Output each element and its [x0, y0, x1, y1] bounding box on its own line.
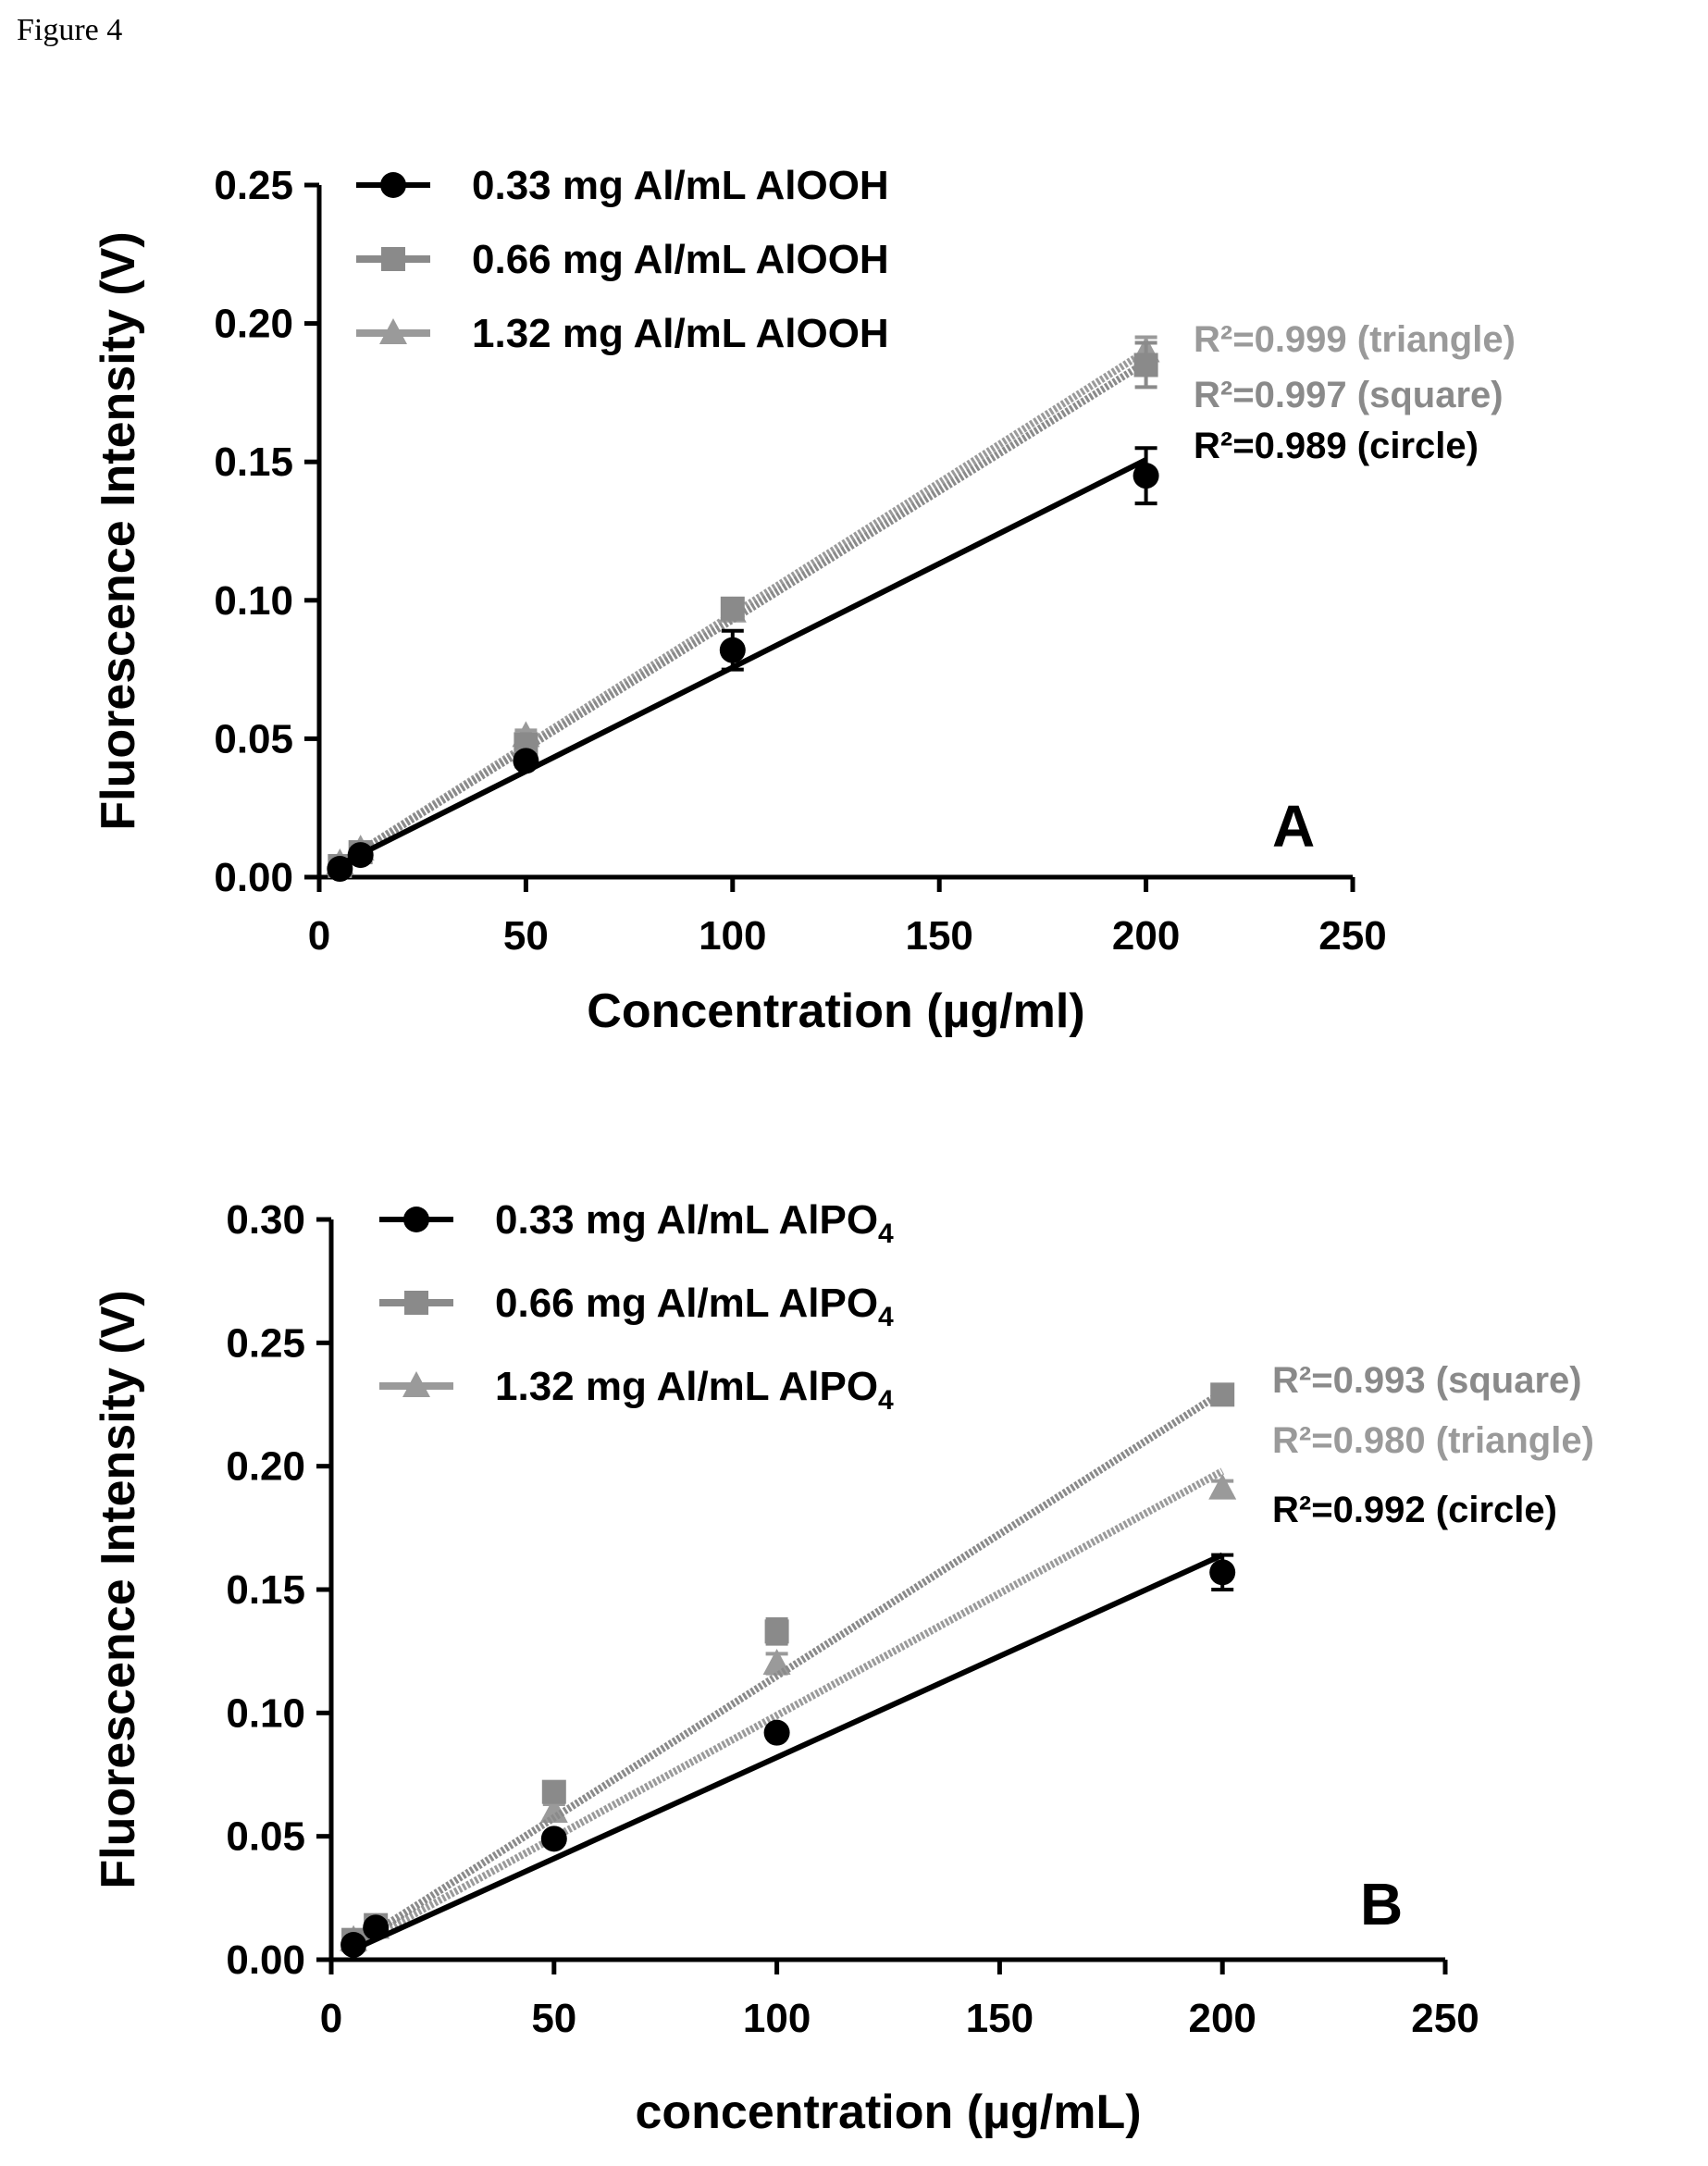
r-squared-label: R²=0.993 (square)	[1272, 1360, 1582, 1401]
fit-line	[352, 1467, 1225, 1951]
data-point	[347, 842, 374, 869]
data-point	[539, 1797, 568, 1823]
x-tick-label: 200	[1188, 1996, 1256, 2041]
x-tick-label: 50	[503, 913, 549, 959]
fit-line	[352, 1552, 1224, 1952]
data-point	[540, 1826, 567, 1852]
y-tick-label: 0.05	[226, 1814, 305, 1860]
r-squared-label: R²=0.999 (triangle)	[1194, 319, 1516, 360]
data-point	[1210, 1382, 1235, 1407]
x-tick-label: 100	[699, 913, 766, 959]
legend-label: 0.66 mg Al/mL AlOOH	[472, 237, 889, 282]
y-tick-label: 0.15	[226, 1567, 305, 1613]
y-tick-label: 0.00	[214, 855, 293, 900]
x-tick-label: 0	[320, 1996, 342, 2041]
data-point	[327, 856, 353, 883]
r-squared-label: R²=0.989 (circle)	[1194, 426, 1479, 466]
y-axis-title: Fluorescence Intensity (V)	[92, 1290, 145, 1888]
data-point	[1209, 1559, 1236, 1586]
data-point	[719, 637, 746, 663]
data-point	[720, 596, 745, 621]
x-axis-title: Concentration (µg/ml)	[587, 984, 1084, 1038]
data-point	[762, 1649, 791, 1675]
x-tick-label: 100	[743, 1996, 811, 2041]
x-tick-label: 250	[1318, 913, 1386, 959]
series-circle	[327, 446, 1159, 883]
x-tick-label: 0	[308, 913, 330, 959]
series-triangle	[340, 1467, 1237, 1951]
legend-marker	[402, 1371, 430, 1397]
fit-line	[351, 1389, 1225, 1949]
y-tick-label: 0.15	[214, 439, 293, 485]
x-tick-label: 200	[1112, 913, 1180, 959]
legend-label: 0.66 mg Al/mL AlPO4	[495, 1281, 894, 1332]
x-tick-label: 250	[1411, 1996, 1479, 2041]
y-tick-label: 0.10	[226, 1690, 305, 1736]
data-point	[363, 1914, 390, 1941]
panel-letter: B	[1360, 1871, 1403, 1937]
y-tick-label: 0.00	[226, 1937, 305, 1983]
legend-marker	[403, 1207, 429, 1232]
data-point	[763, 1719, 790, 1746]
panel-letter: A	[1272, 793, 1315, 860]
data-point	[1208, 1473, 1237, 1500]
legend-marker	[381, 247, 405, 271]
y-tick-label: 0.25	[226, 1320, 305, 1366]
y-tick-label: 0.30	[226, 1197, 305, 1243]
legend-label: 1.32 mg Al/mL AlOOH	[472, 311, 889, 356]
series-square	[341, 1382, 1235, 1952]
figure-label: Figure 4	[17, 13, 123, 47]
y-axis-title: Fluorescence Intensity (V)	[92, 231, 145, 830]
r-squared-label: R²=0.980 (triangle)	[1272, 1420, 1594, 1461]
legend-label: 0.33 mg Al/mL AlOOH	[472, 163, 889, 208]
y-tick-label: 0.25	[214, 163, 293, 208]
data-point	[1133, 353, 1158, 378]
x-tick-label: 50	[531, 1996, 576, 2041]
fit-line	[338, 457, 1147, 868]
y-tick-label: 0.20	[226, 1444, 305, 1490]
x-tick-label: 150	[905, 913, 972, 959]
data-point	[541, 1779, 566, 1804]
y-tick-label: 0.05	[214, 716, 293, 761]
x-axis-title: concentration (µg/mL)	[635, 2086, 1141, 2139]
series-square	[328, 340, 1158, 879]
x-tick-label: 150	[966, 1996, 1033, 2041]
legend-marker	[404, 1291, 428, 1315]
legend-marker	[379, 318, 407, 344]
chart-panel-a: 0.00 0.05 0.10 0.15 0.20 0.25 0 50 100 150 200 250 C…	[92, 163, 1516, 1038]
series-circle	[340, 1552, 1236, 1958]
y-tick-label: 0.10	[214, 578, 293, 624]
data-point	[1132, 463, 1159, 489]
legend-label: 1.32 mg Al/mL AlPO4	[495, 1364, 894, 1416]
y-tick-label: 0.20	[214, 302, 293, 347]
r-squared-label: R²=0.997 (square)	[1194, 375, 1504, 415]
data-point	[340, 1932, 367, 1958]
chart-panel-b: 0.00 0.05 0.10 0.15 0.20 0.25 0.30 0 50 100 150 200…	[92, 1197, 1594, 2139]
legend-label: 0.33 mg Al/mL AlPO4	[495, 1197, 894, 1249]
r-squared-label: R²=0.992 (circle)	[1272, 1490, 1557, 1530]
fit-line	[338, 359, 1148, 868]
legend-marker	[380, 172, 406, 198]
data-point	[764, 1619, 789, 1644]
data-point	[513, 748, 539, 774]
